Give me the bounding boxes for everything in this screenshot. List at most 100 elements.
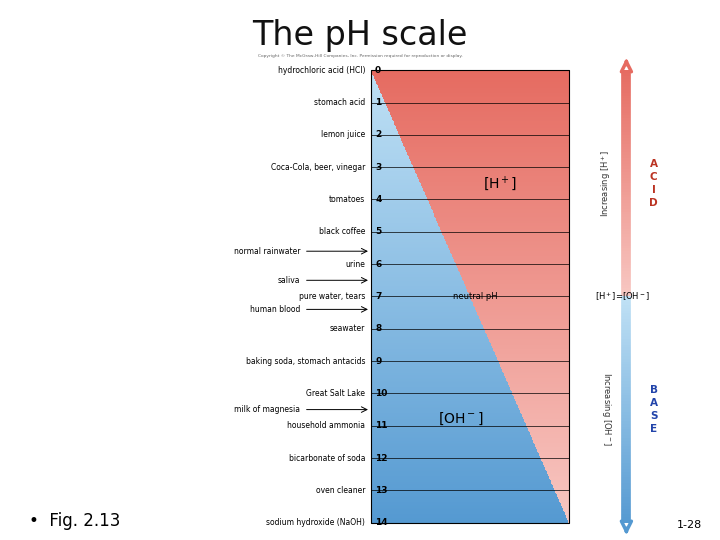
Bar (371, 449, 537, 450)
Bar (371, 343, 490, 345)
Bar (371, 111, 389, 112)
Bar (371, 97, 383, 99)
Bar (471, 298, 569, 300)
Bar (371, 256, 452, 257)
Bar (398, 132, 569, 133)
Bar (568, 519, 569, 521)
Bar (522, 416, 569, 417)
Bar (425, 192, 569, 194)
Bar (418, 176, 569, 177)
Bar (526, 423, 569, 424)
Bar (451, 254, 569, 256)
Bar (371, 90, 379, 91)
Bar (371, 192, 425, 194)
Text: 0: 0 (375, 66, 382, 75)
Bar (464, 283, 569, 285)
Bar (371, 168, 414, 170)
Bar (472, 301, 569, 302)
Bar (371, 375, 505, 376)
Bar (371, 244, 447, 245)
Bar (371, 87, 379, 89)
Bar (371, 242, 446, 244)
Text: A
C
I
D: A C I D (649, 159, 658, 208)
Bar (371, 323, 482, 325)
Bar (384, 100, 569, 102)
Bar (371, 422, 525, 423)
Bar (402, 139, 569, 141)
Bar (541, 458, 569, 460)
Bar (371, 264, 456, 265)
Bar (371, 373, 504, 375)
Bar (371, 372, 503, 373)
Bar (447, 244, 569, 245)
Text: Increasing [H$^+$]: Increasing [H$^+$] (599, 150, 613, 217)
Bar (371, 316, 479, 318)
Bar (434, 213, 569, 215)
Bar (371, 198, 427, 200)
Bar (518, 405, 569, 407)
Bar (371, 224, 438, 226)
Bar (371, 461, 542, 462)
Bar (372, 73, 569, 75)
Text: The pH scale: The pH scale (252, 19, 468, 52)
Bar (537, 449, 569, 450)
Bar (371, 403, 517, 405)
Bar (371, 139, 402, 141)
Bar (400, 135, 569, 137)
Text: Increasing [OH$^-$]: Increasing [OH$^-$] (600, 373, 613, 447)
Bar (371, 281, 464, 283)
Bar (371, 138, 401, 139)
Bar (371, 248, 449, 249)
Bar (441, 228, 569, 230)
Bar (371, 132, 398, 133)
Text: saliva: saliva (278, 276, 300, 285)
Bar (529, 432, 569, 434)
Bar (371, 227, 440, 228)
Bar (371, 414, 521, 416)
Bar (371, 352, 495, 354)
Bar (371, 170, 415, 171)
Text: household ammonia: household ammonia (287, 421, 365, 430)
Bar (371, 289, 467, 291)
Bar (371, 462, 543, 464)
Bar (557, 496, 569, 497)
Bar (371, 195, 426, 197)
Bar (371, 153, 408, 154)
Bar (371, 483, 552, 485)
Bar (371, 156, 409, 158)
Bar (371, 386, 509, 387)
Bar (371, 511, 564, 512)
Text: urine: urine (345, 260, 365, 268)
Bar (417, 174, 569, 176)
Bar (521, 413, 569, 414)
Bar (450, 249, 569, 251)
Text: sodium hydroxide (NaOH): sodium hydroxide (NaOH) (266, 518, 365, 527)
Bar (371, 127, 396, 129)
Bar (371, 293, 469, 295)
Bar (371, 283, 464, 285)
Bar (423, 190, 569, 191)
Bar (391, 116, 569, 117)
Bar (545, 468, 569, 470)
Bar (386, 103, 569, 105)
Text: B
A
S
E: B A S E (649, 385, 658, 434)
Bar (371, 357, 497, 359)
Bar (475, 308, 569, 310)
Text: •  Fig. 2.13: • Fig. 2.13 (29, 512, 120, 530)
Bar (505, 378, 569, 380)
Bar (371, 154, 408, 156)
Bar (419, 180, 569, 182)
Bar (371, 287, 466, 289)
Text: 11: 11 (375, 421, 387, 430)
Bar (371, 114, 390, 116)
Bar (371, 295, 469, 296)
Bar (564, 511, 569, 512)
Bar (371, 408, 519, 409)
Bar (371, 432, 529, 434)
Text: 8: 8 (375, 325, 382, 333)
Bar (371, 345, 491, 346)
Bar (371, 426, 527, 428)
Text: tomatoes: tomatoes (329, 195, 365, 204)
Bar (487, 334, 569, 336)
Bar (415, 170, 569, 171)
